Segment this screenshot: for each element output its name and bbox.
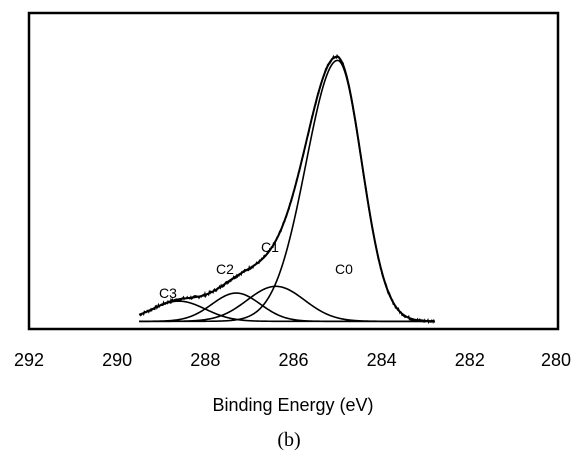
x-tick-label: 288 [190, 350, 220, 370]
measured-curve [138, 53, 436, 325]
peak-curve-c1 [139, 285, 435, 323]
peak-label-c0: C0 [335, 261, 353, 277]
x-tick-label: 280 [541, 350, 571, 370]
envelope-curve [138, 55, 435, 323]
curves-group [138, 53, 436, 325]
peak-curve-c0 [139, 59, 435, 323]
peak-label-c3: C3 [159, 285, 177, 301]
x-tick-label: 284 [367, 350, 397, 370]
plot-frame [27, 11, 560, 331]
x-tick-label: 290 [102, 350, 132, 370]
peak-label-c2: C2 [216, 261, 234, 277]
x-tick-labels: 292 290 288 286 284 282 280 [14, 350, 571, 370]
peak-labels: C0 C1 C2 C3 [159, 239, 353, 301]
figure-caption: (b) [277, 429, 300, 451]
x-tick-label: 286 [278, 350, 308, 370]
x-tick-label: 292 [14, 350, 44, 370]
peak-curve-c3 [138, 300, 435, 323]
peak-label-c1: C1 [261, 239, 279, 255]
x-axis-title: Binding Energy (eV) [212, 395, 373, 415]
x-tick-label: 282 [455, 350, 485, 370]
